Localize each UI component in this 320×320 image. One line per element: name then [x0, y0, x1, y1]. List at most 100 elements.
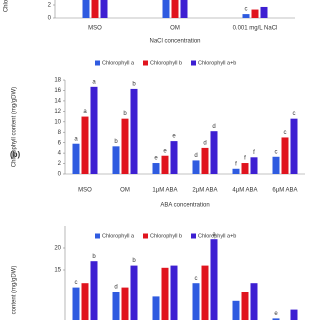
legend-swatch — [191, 60, 196, 66]
value-label: f — [253, 150, 255, 156]
y-tick-label: 20 — [54, 246, 61, 252]
bar — [72, 287, 80, 320]
legend-label: Chlorophyll a+b — [198, 60, 236, 66]
bar — [152, 163, 160, 174]
bar — [241, 163, 249, 174]
bar — [272, 156, 280, 174]
legend-swatch — [143, 233, 148, 239]
x-tick-label: 4µM ABA — [232, 188, 257, 194]
y-tick-label: 6 — [58, 140, 62, 146]
x-tick-label: 6µM ABA — [272, 188, 297, 194]
value-label: e — [163, 148, 167, 154]
y-tick-label: 18 — [54, 78, 61, 84]
legend-swatch — [143, 60, 148, 66]
value-label: b — [114, 139, 118, 145]
bar — [162, 0, 170, 18]
value-label: b — [132, 258, 136, 264]
value-label: e — [274, 311, 278, 317]
bar — [130, 265, 138, 320]
bar — [91, 0, 99, 18]
y-axis-label: Chlo — [4, 0, 10, 12]
y-axis-label: Chlorophyll content (mg/gDW) — [12, 87, 18, 167]
value-label: f — [244, 156, 246, 162]
bar — [290, 309, 298, 320]
bar — [121, 287, 129, 320]
x-tick-label: 2µM ABA — [192, 188, 217, 194]
bar — [90, 261, 98, 320]
y-tick-label: 0 — [48, 16, 52, 22]
value-label: a — [74, 136, 78, 142]
bar — [192, 283, 200, 320]
y-tick-label: 15 — [54, 268, 61, 274]
x-tick-label: 1µM ABA — [152, 188, 177, 194]
x-tick-label: OM — [120, 188, 130, 194]
bar — [112, 292, 120, 320]
y-tick-label: 14 — [54, 98, 61, 104]
bar — [242, 14, 250, 18]
x-tick-label: OM — [170, 26, 180, 32]
legend-label: Chlorophyll a+b — [198, 233, 236, 239]
x-tick-label: MSO — [78, 188, 92, 194]
value-label: d — [212, 124, 215, 130]
legend-label: Chlorophyll b — [150, 60, 182, 66]
bar — [281, 137, 289, 174]
y-tick-label: 8 — [58, 130, 62, 136]
value-label: e — [154, 156, 158, 162]
legend-swatch — [191, 233, 196, 239]
value-label: b — [132, 81, 136, 87]
x-axis-label: ABA concentration — [160, 203, 209, 209]
y-tick-label: 12 — [54, 109, 61, 115]
bar — [90, 86, 98, 174]
y-tick-label: 2 — [58, 161, 62, 167]
y-tick-label: 10 — [54, 119, 61, 125]
value-label: a — [212, 232, 216, 238]
value-label: e — [172, 134, 176, 140]
bar — [201, 265, 209, 320]
bar — [260, 6, 268, 18]
value-label: c — [284, 130, 287, 136]
x-tick-label: MSO — [88, 26, 102, 32]
y-tick-label: 16 — [54, 88, 61, 94]
bar — [251, 9, 259, 18]
bar — [161, 155, 169, 174]
bar — [112, 146, 120, 174]
bar — [201, 147, 209, 174]
value-label: c — [275, 149, 278, 155]
bar — [72, 143, 80, 174]
x-tick-label: 0.001 mg/L NaCl — [233, 26, 278, 32]
bar — [272, 318, 280, 320]
bar — [152, 296, 160, 320]
bar — [290, 118, 298, 174]
y-tick-label: 4 — [58, 151, 62, 157]
value-label: d — [114, 285, 117, 291]
y-tick-label: 0 — [58, 172, 62, 178]
bar — [130, 88, 138, 174]
value-label: a — [83, 109, 87, 115]
bar — [232, 168, 240, 174]
legend-label: Chlorophyll a — [102, 233, 135, 239]
bar — [82, 0, 90, 18]
value-label: a — [92, 79, 96, 85]
value-label: d — [203, 140, 206, 146]
value-label: c — [293, 111, 296, 117]
value-label: c — [195, 276, 198, 282]
panel-label: (b) — [10, 150, 21, 159]
bar — [250, 283, 258, 320]
legend-label: Chlorophyll b — [150, 233, 182, 239]
bar — [250, 157, 258, 174]
bar — [170, 141, 178, 174]
value-label: d — [194, 153, 197, 159]
x-axis-label: NaCl concentration — [149, 39, 200, 45]
bar — [81, 116, 89, 174]
bar — [121, 118, 129, 174]
bar — [192, 160, 200, 174]
bar — [180, 0, 188, 18]
bar — [171, 0, 179, 18]
y-tick-label: 2 — [48, 3, 52, 9]
bar — [241, 292, 249, 320]
bar — [210, 239, 218, 320]
legend-swatch — [95, 233, 100, 239]
value-label: b — [123, 111, 127, 117]
value-label: c — [75, 280, 78, 286]
value-label: c — [245, 7, 248, 13]
